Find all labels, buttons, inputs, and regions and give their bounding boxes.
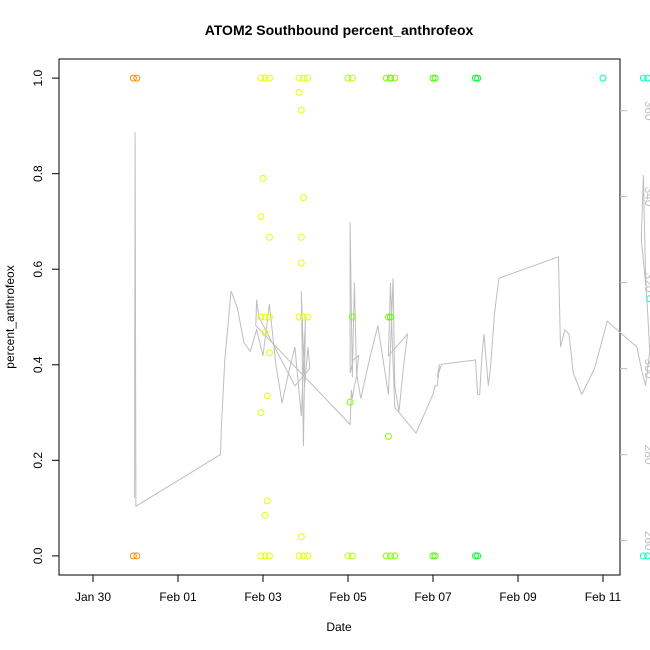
data-point [429,552,437,560]
y2-tick-label: 260 [642,531,650,551]
data-point [257,409,265,417]
data-point [387,313,394,321]
reference-series-line [134,132,650,508]
y-tick-label: 0.2 [31,452,45,469]
data-point [133,552,141,560]
data-point [639,74,647,82]
data-point [263,392,271,400]
data-point [257,313,265,321]
data-point [472,74,479,82]
data-point [299,74,307,82]
x-axis: Jan 30 Feb 01 Feb 03 Feb 05 Feb 07 Feb 09 Feb … [75,575,622,604]
data-point [297,259,305,267]
data-point [261,511,269,519]
data-point [297,533,305,541]
data-point [348,552,356,560]
data-point [304,313,312,321]
data-point [265,74,273,82]
data-point [295,74,303,82]
y2-tick-label: 320 [642,273,650,293]
data-point [295,552,303,560]
points-layer [129,74,650,560]
x-tick-label: Feb 11 [585,590,622,604]
data-point [304,74,312,82]
y-tick-label: 0.0 [31,547,45,564]
data-point [265,313,273,321]
data-point [348,313,356,321]
data-point [391,74,399,82]
data-point [257,74,265,82]
data-point [348,74,356,82]
x-tick-label: Feb 07 [414,590,452,604]
data-point [387,552,394,560]
data-point [384,432,392,440]
data-point [387,74,394,82]
data-point [344,552,352,560]
data-point [344,74,352,82]
data-point [474,74,482,82]
y2-axis: 260 280 300 320 340 360 [620,101,650,551]
data-point [639,552,647,560]
plot-frame [58,58,621,576]
data-point [257,552,265,560]
data-point [295,88,303,96]
data-point [382,552,390,560]
data-point [129,552,137,560]
x-axis-label: Date [326,620,352,634]
data-point [261,329,269,337]
y-axis: 0.0 0.2 0.4 0.6 0.8 1.0 [31,69,59,564]
data-point [259,174,267,182]
x-tick-label: Feb 09 [499,590,537,604]
data-point [299,313,307,321]
data-point [265,552,273,560]
y-tick-label: 1.0 [31,69,45,86]
y-tick-label: 0.4 [31,356,45,373]
data-point [474,552,482,560]
reference-line-layer [134,132,650,508]
data-point [382,74,390,82]
data-point [263,497,271,505]
y2-tick-label: 300 [642,359,650,379]
data-point [265,349,273,357]
data-point [261,313,269,321]
data-point [599,74,607,82]
data-point [261,552,269,560]
x-tick-label: Feb 05 [329,590,367,604]
y-tick-label: 0.6 [31,261,45,278]
data-point [297,106,305,114]
data-point [384,313,392,321]
data-point [299,194,307,202]
data-point [129,74,137,82]
data-point [257,213,265,221]
data-point [133,74,141,82]
data-point [261,74,269,82]
data-point [429,74,437,82]
chart-title: ATOM2 Southbound percent_anthrofeox [205,22,474,38]
x-tick-label: Feb 03 [244,590,282,604]
y2-tick-label: 280 [642,445,650,465]
y2-tick-label: 340 [642,187,650,207]
x-tick-label: Feb 01 [159,590,197,604]
data-point [472,552,479,560]
data-point [431,552,439,560]
data-point [304,552,312,560]
x-tick-label: Jan 30 [75,590,111,604]
data-point [431,74,439,82]
data-point [265,233,273,241]
data-point [297,233,305,241]
data-point [644,552,650,560]
y-axis-label: percent_anthrofeox [3,265,17,368]
data-point [391,552,399,560]
data-point [346,398,354,406]
data-point [295,313,303,321]
data-point [644,74,650,82]
y-tick-label: 0.8 [31,165,45,182]
data-point [299,552,307,560]
y2-tick-label: 360 [642,101,650,121]
